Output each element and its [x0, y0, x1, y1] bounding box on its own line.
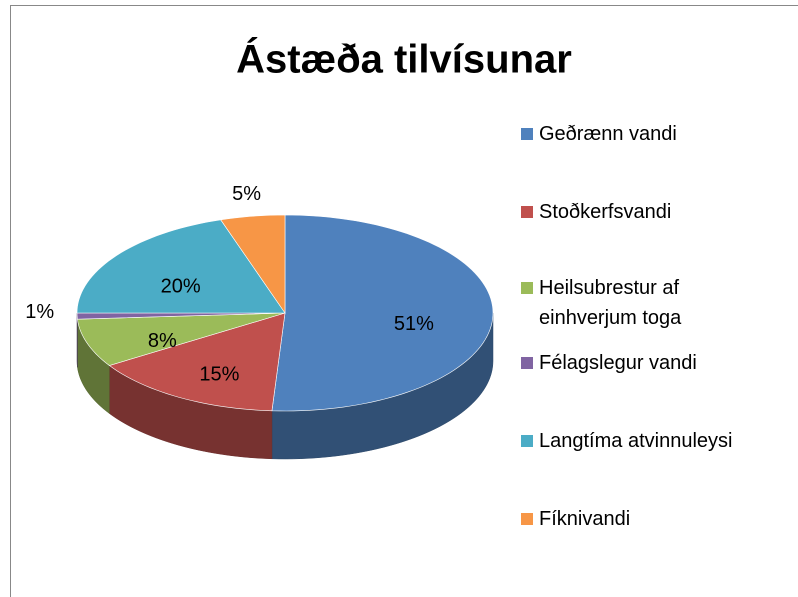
legend-swatch — [521, 435, 533, 447]
legend-item: Geðrænn vandi — [521, 119, 769, 149]
legend-swatch — [521, 357, 533, 369]
data-label: 20% — [161, 276, 201, 298]
legend-item: Félagslegur vandi — [521, 348, 769, 378]
slice — [76, 219, 286, 314]
data-label: 5% — [232, 183, 261, 205]
legend-label: Langtíma atvinnuleysi — [539, 430, 733, 452]
legend-swatch — [521, 206, 533, 218]
legend-label: Heilsubrestur af einhverjum toga — [539, 277, 682, 329]
legend-item: Langtíma atvinnuleysi — [521, 426, 769, 456]
data-label: 1% — [25, 301, 54, 323]
legend-label: Geðrænn vandi — [539, 123, 677, 145]
legend-item: Heilsubrestur af einhverjum toga — [521, 273, 769, 333]
slice — [271, 214, 494, 412]
legend-label: Fíknivandi — [539, 508, 631, 530]
legend-label: Stoðkerfsvandi — [539, 201, 672, 223]
chart-title: Ástæða tilvísunar — [236, 37, 572, 82]
legend-item: Stoðkerfsvandi — [521, 197, 769, 227]
legend-item: Fíknivandi — [521, 504, 769, 534]
data-label: 8% — [148, 330, 177, 352]
legend-label: Félagslegur vandi — [539, 352, 697, 374]
slice — [220, 214, 286, 314]
legend-swatch — [521, 513, 533, 525]
slice — [108, 312, 286, 412]
data-label: 51% — [394, 313, 434, 335]
slice — [77, 312, 286, 366]
legend-swatch — [521, 282, 533, 294]
data-label: 15% — [199, 364, 239, 386]
legend-swatch — [521, 128, 533, 140]
